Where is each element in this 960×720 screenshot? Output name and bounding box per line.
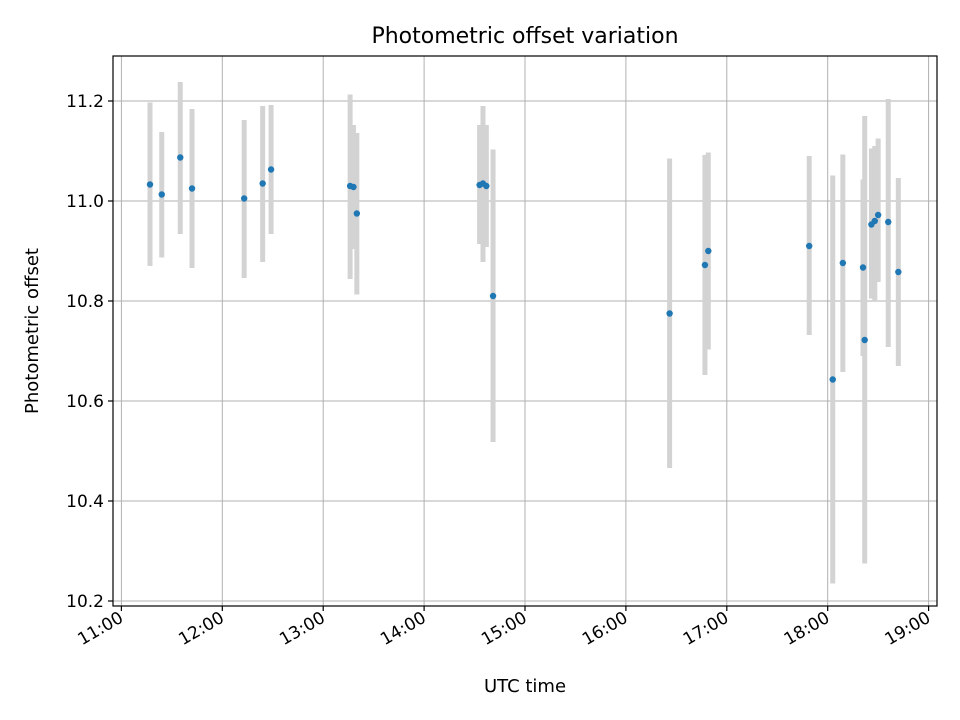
data-point xyxy=(240,195,248,202)
y-tick-label: 11.0 xyxy=(66,192,104,212)
data-point xyxy=(158,191,165,198)
data-points xyxy=(146,154,902,383)
y-tick-label: 10.2 xyxy=(66,592,104,612)
data-point xyxy=(489,292,497,300)
data-point xyxy=(895,268,902,276)
data-point xyxy=(874,211,882,219)
chart-title: Photometric offset variation xyxy=(371,24,678,49)
data-point xyxy=(350,183,357,191)
y-axis-ticks: 10.2 10.4 10.6 10.8 11.0 11.2 xyxy=(66,92,113,612)
data-point xyxy=(829,376,836,383)
data-point xyxy=(885,218,892,226)
y-tick-label: 10.6 xyxy=(66,392,104,412)
x-axis-label: UTC time xyxy=(484,676,566,697)
y-tick-label: 10.8 xyxy=(66,292,104,312)
data-point xyxy=(705,247,712,255)
data-point xyxy=(839,259,847,267)
data-point xyxy=(805,242,813,250)
data-point xyxy=(267,166,275,173)
data-point xyxy=(188,185,196,192)
data-point xyxy=(259,180,266,187)
data-point xyxy=(483,182,490,190)
y-axis-label: Photometric offset xyxy=(22,248,43,414)
data-point xyxy=(871,217,878,225)
data-point xyxy=(177,154,184,161)
y-tick-label: 10.4 xyxy=(66,492,104,512)
grid-lines xyxy=(113,56,937,606)
data-point xyxy=(146,181,154,188)
y-tick-label: 11.2 xyxy=(66,92,104,112)
data-point xyxy=(861,336,868,344)
data-point xyxy=(353,210,361,217)
data-point xyxy=(859,264,867,271)
data-point xyxy=(666,310,673,317)
data-point xyxy=(701,261,709,269)
